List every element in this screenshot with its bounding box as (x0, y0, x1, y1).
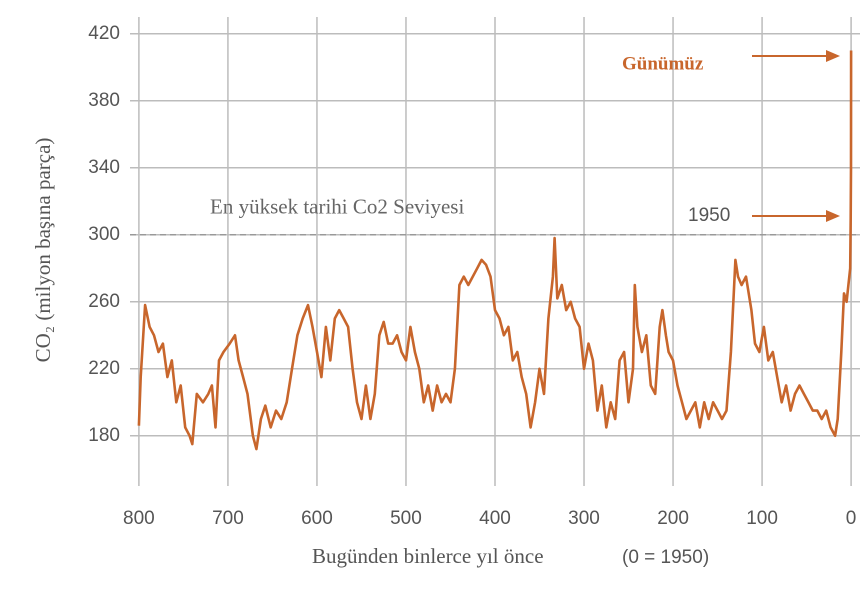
x-tick-label: 800 (123, 508, 155, 529)
annotation: 1950 (688, 205, 730, 226)
x-tick-label: 600 (301, 508, 333, 529)
y-tick-label: 300 (88, 224, 120, 245)
annotation: Günümüz (622, 53, 704, 74)
x-tick-label: 700 (212, 508, 244, 529)
x-tick-label: 300 (568, 508, 600, 529)
y-tick-label: 220 (88, 358, 120, 379)
x-tick-label: 100 (746, 508, 778, 529)
y-tick-label: 180 (88, 425, 120, 446)
y-tick-label: 340 (88, 157, 120, 178)
x-axis-label: Bugünden binlerce yıl önce (312, 544, 544, 568)
x-tick-label: 0 (846, 508, 857, 529)
co2-line (137, 50, 853, 451)
x-tick-label: 400 (479, 508, 511, 529)
y-axis-label: CO₂ (milyon başına parça) (31, 138, 55, 363)
y-tick-label: 380 (88, 90, 120, 111)
y-tick-label: 420 (88, 23, 120, 44)
y-tick-label: 260 (88, 291, 120, 312)
reference-label: En yüksek tarihi Co2 Seviyesi (210, 195, 464, 219)
x-tick-label: 200 (657, 508, 689, 529)
arrow-head (826, 50, 840, 62)
x-tick-label: 500 (390, 508, 422, 529)
arrow-head (826, 210, 840, 222)
x-axis-note: (0 = 1950) (622, 547, 709, 568)
